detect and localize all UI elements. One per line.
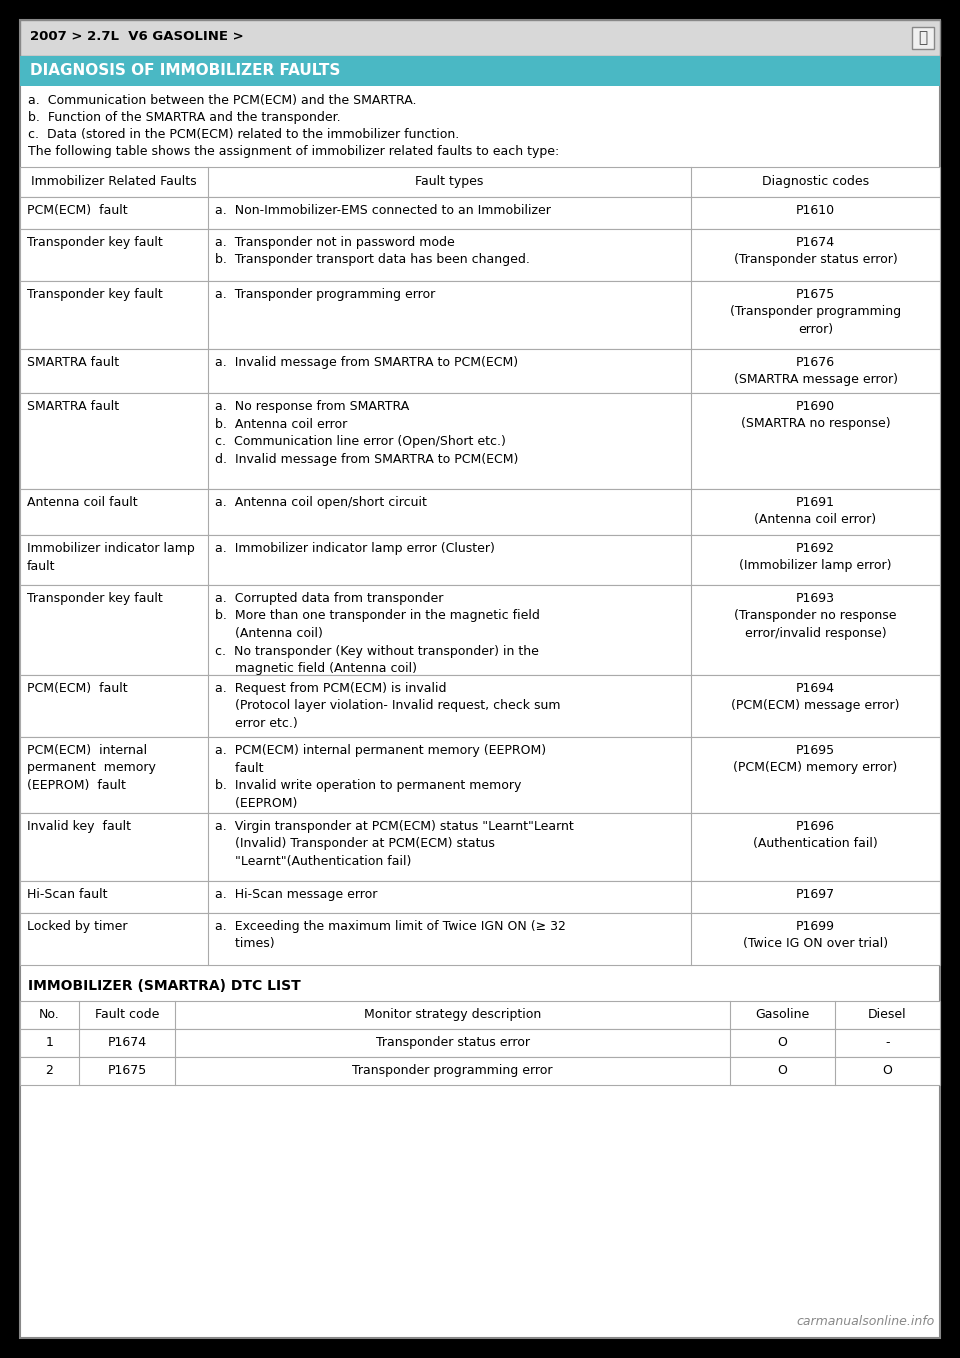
Text: No.: No. (39, 1008, 60, 1021)
Text: O: O (882, 1065, 893, 1077)
Text: P1674: P1674 (108, 1036, 147, 1048)
Text: P1693
(Transponder no response
error/invalid response): P1693 (Transponder no response error/inv… (734, 592, 897, 640)
Bar (20, 230, 940, 281)
Bar (912, 27, 934, 49)
Text: O: O (778, 1036, 787, 1048)
Text: P1610: P1610 (796, 204, 835, 217)
Text: P1696
(Authentication fail): P1696 (Authentication fail) (754, 820, 877, 850)
Text: P1697: P1697 (796, 888, 835, 900)
Text: a.  Non-Immobilizer-EMS connected to an Immobilizer: a. Non-Immobilizer-EMS connected to an I… (215, 204, 551, 217)
Text: PCM(ECM)  fault: PCM(ECM) fault (27, 204, 128, 217)
Bar (20, 197, 940, 230)
Text: P1694
(PCM(ECM) message error): P1694 (PCM(ECM) message error) (732, 682, 900, 713)
Text: a.  Invalid message from SMARTRA to PCM(ECM): a. Invalid message from SMARTRA to PCM(E… (215, 356, 518, 369)
Text: P1692
(Immobilizer lamp error): P1692 (Immobilizer lamp error) (739, 542, 892, 573)
Text: Transponder key fault: Transponder key fault (27, 236, 163, 249)
Text: P1674
(Transponder status error): P1674 (Transponder status error) (733, 236, 898, 266)
Text: Fault code: Fault code (95, 1008, 159, 1021)
Text: Diagnostic codes: Diagnostic codes (762, 175, 869, 187)
Text: SMARTRA fault: SMARTRA fault (27, 356, 119, 369)
Text: Locked by timer: Locked by timer (27, 919, 128, 933)
Text: Invalid key  fault: Invalid key fault (27, 820, 131, 832)
Text: Transponder programming error: Transponder programming error (352, 1065, 553, 1077)
Text: P1691
(Antenna coil error): P1691 (Antenna coil error) (755, 496, 876, 527)
Text: P1675
(Transponder programming
error): P1675 (Transponder programming error) (730, 288, 901, 335)
Text: P1695
(PCM(ECM) memory error): P1695 (PCM(ECM) memory error) (733, 744, 898, 774)
Text: a.  Hi-Scan message error: a. Hi-Scan message error (215, 888, 377, 900)
Text: ⎙: ⎙ (919, 30, 927, 46)
Text: Immobilizer indicator lamp
fault: Immobilizer indicator lamp fault (27, 542, 195, 573)
Bar (20, 392, 940, 489)
Text: Transponder status error: Transponder status error (375, 1036, 530, 1048)
Text: a.  Communication between the PCM(ECM) and the SMARTRA.: a. Communication between the PCM(ECM) an… (28, 94, 417, 107)
Text: Gasoline: Gasoline (756, 1008, 809, 1021)
Text: IMMOBILIZER (SMARTRA) DTC LIST: IMMOBILIZER (SMARTRA) DTC LIST (28, 979, 300, 993)
Bar (20, 813, 940, 881)
Text: b.  Function of the SMARTRA and the transponder.: b. Function of the SMARTRA and the trans… (28, 111, 341, 124)
Text: Hi-Scan fault: Hi-Scan fault (27, 888, 108, 900)
Text: carmanualsonline.info: carmanualsonline.info (797, 1315, 935, 1328)
Bar (20, 675, 940, 737)
Bar (20, 1001, 940, 1029)
Bar (20, 56, 940, 86)
Text: Transponder key fault: Transponder key fault (27, 288, 163, 301)
Text: Transponder key fault: Transponder key fault (27, 592, 163, 606)
Text: SMARTRA fault: SMARTRA fault (27, 401, 119, 413)
Bar (20, 913, 940, 966)
Bar (20, 349, 940, 392)
Bar (20, 167, 940, 197)
Text: a.  PCM(ECM) internal permanent memory (EEPROM)
     fault
b.  Invalid write ope: a. PCM(ECM) internal permanent memory (E… (215, 744, 546, 809)
Text: a.  Exceeding the maximum limit of Twice IGN ON (≥ 32
     times): a. Exceeding the maximum limit of Twice … (215, 919, 565, 951)
Bar (20, 535, 940, 585)
Bar (20, 585, 940, 675)
Text: c.  Data (stored in the PCM(ECM) related to the immobilizer function.: c. Data (stored in the PCM(ECM) related … (28, 128, 459, 141)
Bar (20, 737, 940, 813)
Text: DIAGNOSIS OF IMMOBILIZER FAULTS: DIAGNOSIS OF IMMOBILIZER FAULTS (30, 62, 341, 77)
Text: PCM(ECM)  fault: PCM(ECM) fault (27, 682, 128, 695)
Text: The following table shows the assignment of immobilizer related faults to each t: The following table shows the assignment… (28, 145, 560, 158)
Bar (20, 20, 940, 56)
Text: 2: 2 (45, 1065, 54, 1077)
Text: Diesel: Diesel (868, 1008, 907, 1021)
Bar (20, 489, 940, 535)
Bar (20, 881, 940, 913)
Text: Fault types: Fault types (416, 175, 484, 187)
Text: a.  Immobilizer indicator lamp error (Cluster): a. Immobilizer indicator lamp error (Clu… (215, 542, 494, 555)
Text: O: O (778, 1065, 787, 1077)
Text: P1675: P1675 (108, 1065, 147, 1077)
Text: PCM(ECM)  internal
permanent  memory
(EEPROM)  fault: PCM(ECM) internal permanent memory (EEPR… (27, 744, 156, 792)
Text: a.  Virgin transponder at PCM(ECM) status "Learnt"Learnt
     (Invalid) Transpon: a. Virgin transponder at PCM(ECM) status… (215, 820, 574, 868)
Text: Immobilizer Related Faults: Immobilizer Related Faults (31, 175, 197, 187)
Bar (20, 1029, 940, 1057)
Text: a.  Antenna coil open/short circuit: a. Antenna coil open/short circuit (215, 496, 427, 509)
Bar (20, 281, 940, 349)
Text: a.  Corrupted data from transponder
b.  More than one transponder in the magneti: a. Corrupted data from transponder b. Mo… (215, 592, 540, 675)
Text: P1699
(Twice IG ON over trial): P1699 (Twice IG ON over trial) (743, 919, 888, 951)
Text: 1: 1 (45, 1036, 54, 1048)
Text: a.  Transponder not in password mode
b.  Transponder transport data has been cha: a. Transponder not in password mode b. T… (215, 236, 530, 266)
Text: Antenna coil fault: Antenna coil fault (27, 496, 137, 509)
Text: Monitor strategy description: Monitor strategy description (364, 1008, 541, 1021)
Text: a.  Request from PCM(ECM) is invalid
     (Protocol layer violation- Invalid req: a. Request from PCM(ECM) is invalid (Pro… (215, 682, 561, 731)
Text: 2007 > 2.7L  V6 GASOLINE >: 2007 > 2.7L V6 GASOLINE > (30, 30, 244, 43)
Text: a.  Transponder programming error: a. Transponder programming error (215, 288, 435, 301)
Text: P1676
(SMARTRA message error): P1676 (SMARTRA message error) (733, 356, 898, 387)
Text: P1690
(SMARTRA no response): P1690 (SMARTRA no response) (741, 401, 890, 430)
Bar (20, 1057, 940, 1085)
Text: a.  No response from SMARTRA
b.  Antenna coil error
c.  Communication line error: a. No response from SMARTRA b. Antenna c… (215, 401, 518, 466)
Text: -: - (885, 1036, 890, 1048)
